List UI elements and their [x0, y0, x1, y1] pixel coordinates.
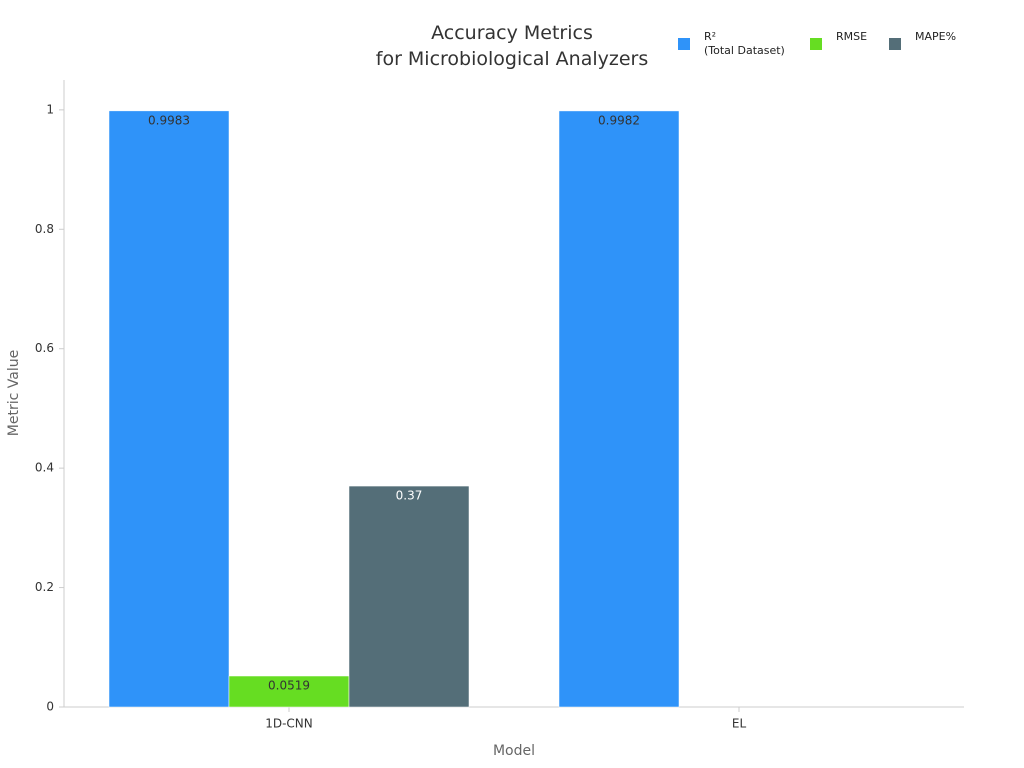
y-tick-label: 0	[46, 700, 54, 714]
y-tick-label: 0.6	[35, 341, 54, 355]
legend-label: RMSE	[836, 30, 868, 43]
legend-swatch	[889, 38, 901, 50]
value-label: 0.9983	[148, 113, 190, 127]
value-label: 0.37	[396, 489, 423, 503]
y-tick-label: 0.2	[35, 580, 54, 594]
y-tick-label: 0.4	[35, 461, 54, 475]
x-tick-label: 1D-CNN	[265, 717, 313, 731]
legend-swatch	[810, 38, 822, 50]
bar	[108, 110, 230, 708]
legend-swatch	[678, 38, 690, 50]
bar	[558, 110, 680, 708]
x-tick-label: EL	[732, 717, 747, 731]
chart-title: Accuracy Metrics for Microbiological Ana…	[375, 22, 649, 70]
bar	[348, 485, 470, 708]
value-label: 0.9982	[598, 113, 640, 127]
value-label: 0.0519	[268, 679, 310, 693]
x-axis-label: Model	[493, 743, 535, 759]
legend-label: R² (Total Dataset)	[704, 30, 785, 57]
y-tick-label: 0.8	[35, 222, 54, 236]
legend-label: MAPE%	[915, 30, 957, 43]
y-tick-label: 1	[46, 102, 54, 116]
y-axis-label: Metric Value	[6, 350, 22, 436]
